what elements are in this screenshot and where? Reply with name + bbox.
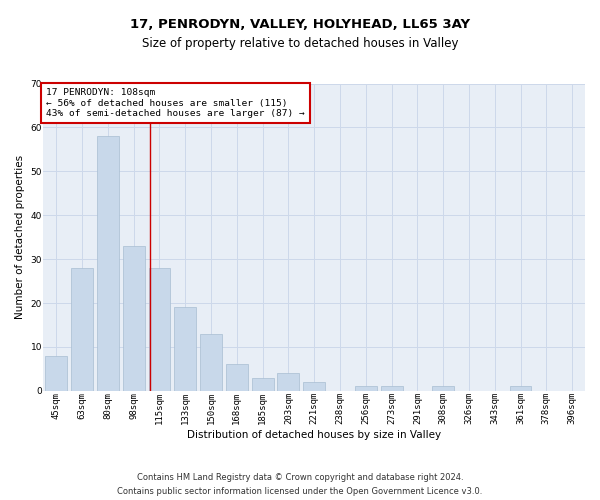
Text: 17 PENRODYN: 108sqm
← 56% of detached houses are smaller (115)
43% of semi-detac: 17 PENRODYN: 108sqm ← 56% of detached ho… — [46, 88, 305, 118]
Text: Contains public sector information licensed under the Open Government Licence v3: Contains public sector information licen… — [118, 486, 482, 496]
Bar — [432, 386, 454, 391]
Bar — [97, 136, 119, 391]
Y-axis label: Number of detached properties: Number of detached properties — [15, 155, 25, 319]
Bar — [277, 373, 299, 391]
Bar — [149, 268, 170, 391]
Bar — [123, 246, 145, 391]
X-axis label: Distribution of detached houses by size in Valley: Distribution of detached houses by size … — [187, 430, 441, 440]
Bar — [175, 308, 196, 391]
Bar — [71, 268, 93, 391]
Bar — [46, 356, 67, 391]
Bar — [251, 378, 274, 391]
Bar — [355, 386, 377, 391]
Text: 17, PENRODYN, VALLEY, HOLYHEAD, LL65 3AY: 17, PENRODYN, VALLEY, HOLYHEAD, LL65 3AY — [130, 18, 470, 30]
Bar — [226, 364, 248, 391]
Bar — [509, 386, 532, 391]
Bar — [200, 334, 222, 391]
Text: Size of property relative to detached houses in Valley: Size of property relative to detached ho… — [142, 38, 458, 51]
Bar — [303, 382, 325, 391]
Text: Contains HM Land Registry data © Crown copyright and database right 2024.: Contains HM Land Registry data © Crown c… — [137, 473, 463, 482]
Bar — [380, 386, 403, 391]
